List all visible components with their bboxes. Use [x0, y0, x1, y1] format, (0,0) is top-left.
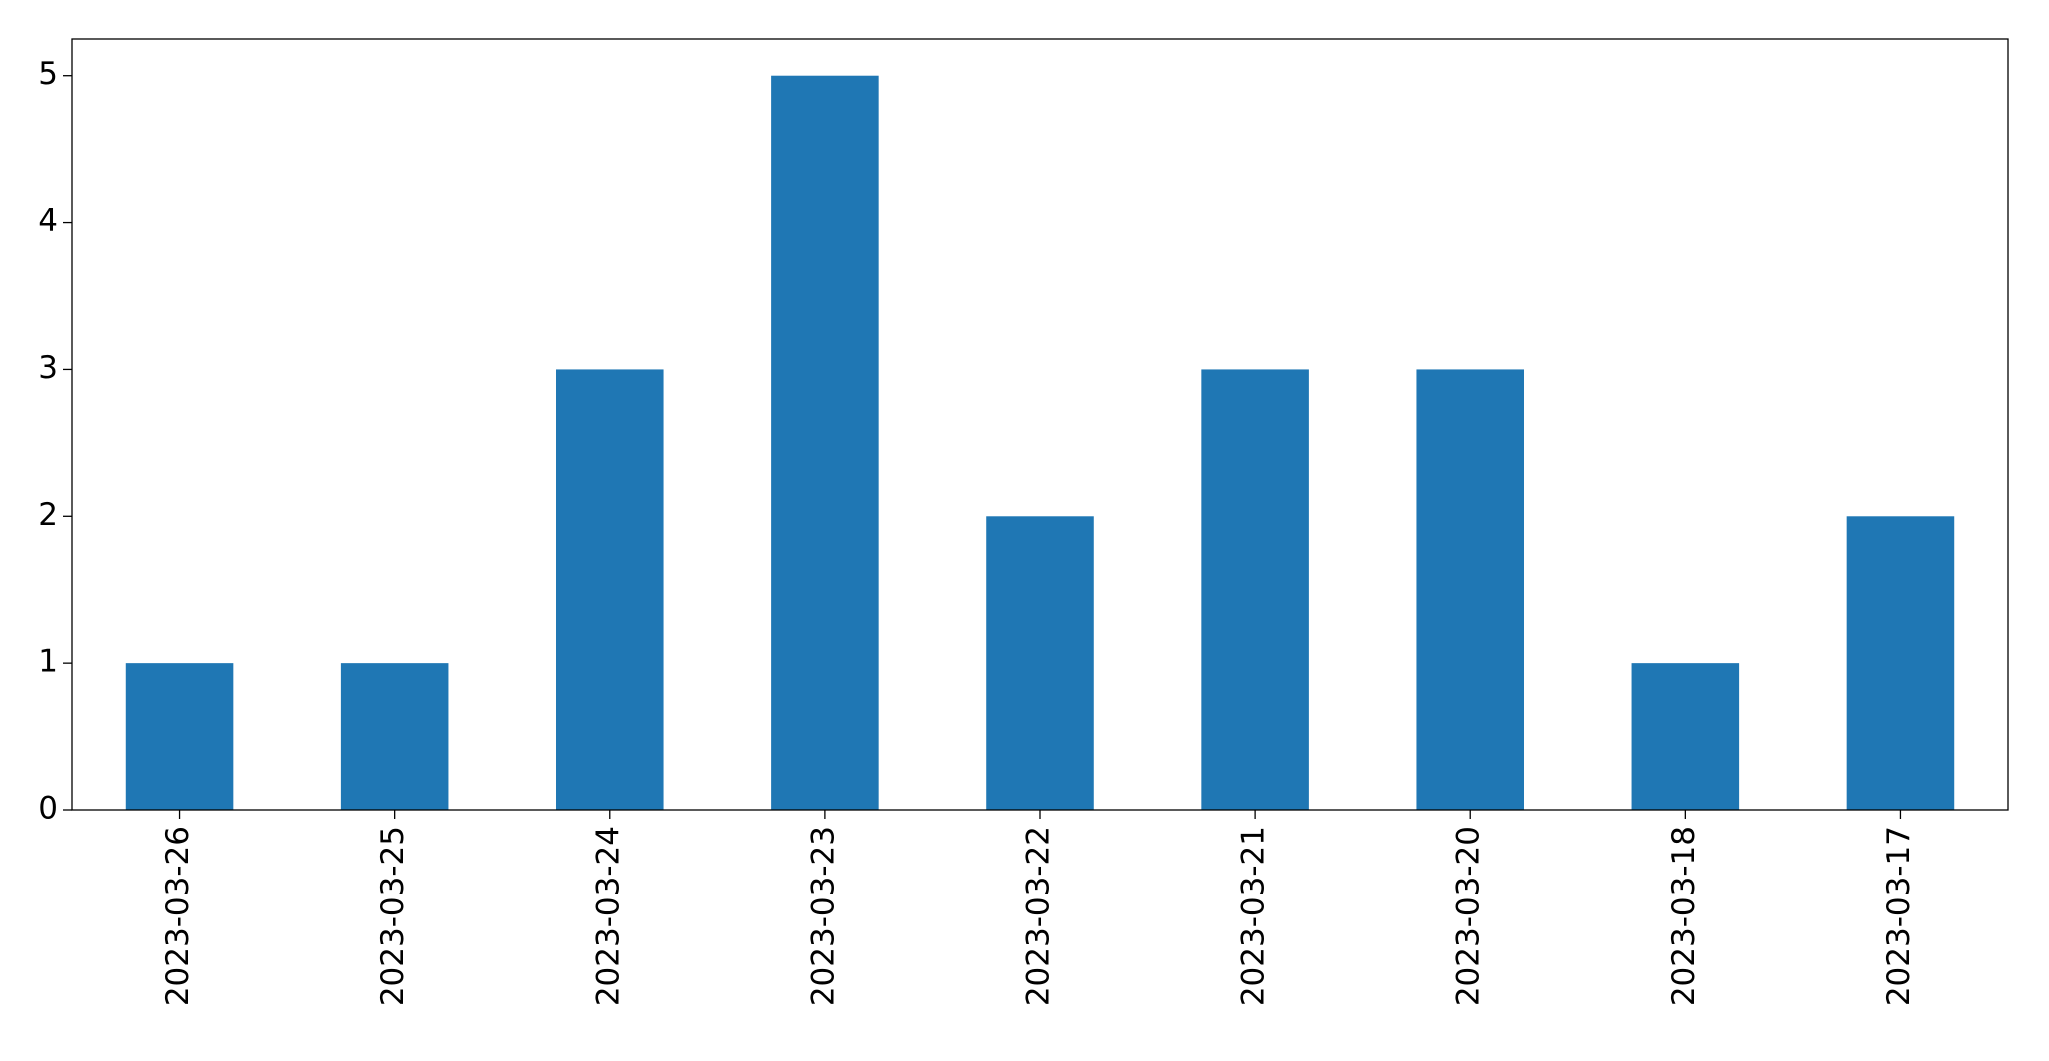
- bar: [771, 75, 879, 810]
- y-tick-label: 0: [38, 791, 58, 827]
- bar: [1631, 663, 1740, 810]
- y-tick-label: 5: [38, 56, 58, 92]
- x-tick-label: 2023-03-18: [1666, 826, 1702, 1006]
- bar: [340, 663, 449, 810]
- y-tick-label: 3: [38, 350, 58, 386]
- x-tick-label: 2023-03-26: [160, 826, 196, 1006]
- bar: [556, 369, 664, 810]
- x-tick-label: 2023-03-24: [590, 826, 626, 1006]
- bar: [1846, 516, 1955, 810]
- bar: [1201, 369, 1309, 810]
- plot-frame: [71, 38, 2009, 811]
- x-tick-label: 2023-03-23: [805, 826, 841, 1006]
- y-tick-label: 1: [38, 644, 58, 680]
- bar: [125, 663, 234, 810]
- bar: [986, 516, 1094, 810]
- y-tick-label: 2: [38, 497, 58, 533]
- x-tick-label: 2023-03-22: [1021, 826, 1057, 1006]
- x-tick-label: 2023-03-25: [375, 826, 411, 1006]
- x-tick-label: 2023-03-21: [1236, 826, 1272, 1006]
- bar: [1416, 369, 1524, 810]
- x-tick-label: 2023-03-20: [1451, 826, 1487, 1006]
- x-tick-label: 2023-03-17: [1881, 826, 1917, 1006]
- y-tick-label: 4: [38, 203, 58, 239]
